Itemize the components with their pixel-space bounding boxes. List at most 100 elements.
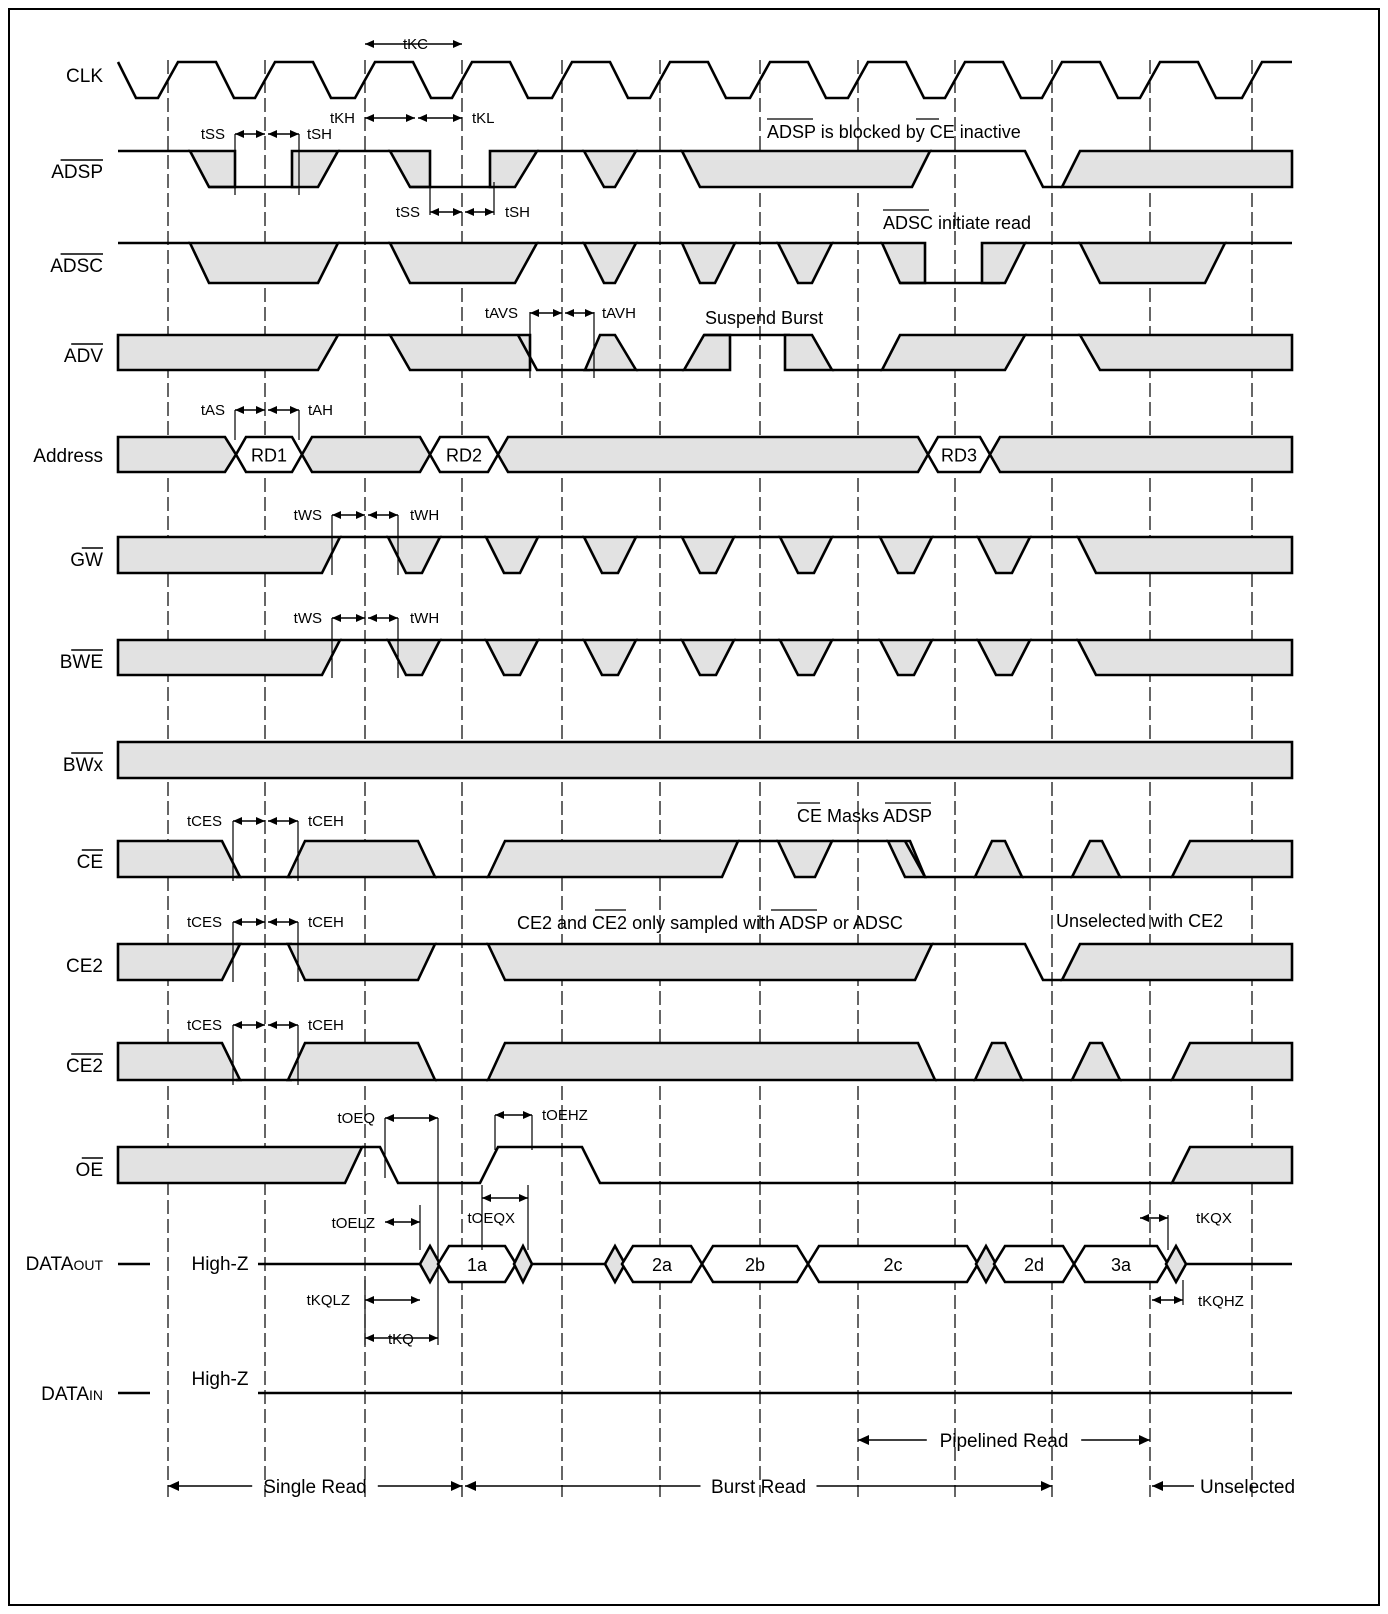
signal-label-oe: OE — [76, 1160, 103, 1181]
ce2b-f2 — [285, 1041, 438, 1082]
arrow-tkqlz — [365, 1296, 420, 1304]
arrow-tceh-0 — [268, 817, 298, 825]
adv-f2 — [387, 333, 532, 372]
timing-tws-2: tWS — [294, 610, 322, 627]
timing-tws-1: tWS — [294, 507, 322, 524]
arrow-tkl — [418, 114, 462, 122]
timing-tceh-ce: tCEH — [308, 813, 344, 830]
timing-toelz: tOELZ — [332, 1215, 375, 1232]
bwx-dc — [116, 740, 1294, 780]
ce-f7 — [1069, 839, 1123, 879]
arrow-twh1-head-l — [368, 511, 377, 519]
timing-toehz: tOEHZ — [542, 1107, 588, 1124]
ce2-f4 — [1059, 942, 1294, 982]
ce-f5 — [885, 839, 927, 879]
arrow-toeqx-head-l — [482, 1194, 491, 1202]
oe-trace — [362, 1145, 1172, 1185]
dout-x2 — [512, 1243, 534, 1285]
timing-tss-2: tSS — [396, 204, 420, 221]
addr-dc3 — [496, 435, 930, 474]
arrow-tavh-head-l — [565, 309, 574, 317]
timing-tkqlz: tKQLZ — [307, 1292, 350, 1309]
arrow-tah-head-r — [290, 406, 299, 414]
timing-tces-ce2b: tCES — [187, 1017, 222, 1034]
arrow-tsh2-head-l — [465, 208, 474, 216]
annotation-ce2-sampled: CE2 and CE2 only sampled with ADSP or AD… — [517, 913, 903, 933]
bwe-f0 — [116, 638, 343, 677]
gw-pulse-4 — [777, 535, 835, 575]
waveforms: RD1 RD2 RD3 1a 2a 2b 2c 2d 3a High-Z High-Z — [116, 60, 1294, 1395]
data-out-high-z: High-Z — [191, 1254, 248, 1275]
signal-label-base: DATA — [26, 1254, 74, 1275]
phase-single-read-label: Single Read — [263, 1477, 367, 1498]
adv-wave — [116, 333, 1294, 372]
arrow-tkqhz — [1152, 1296, 1183, 1304]
arrow-twh2 — [368, 614, 398, 622]
arrow-tkqx — [1140, 1214, 1168, 1222]
arrow-tss2-head-l — [430, 208, 439, 216]
annotation-adsc-initiate: ADSC initiate read — [883, 213, 1031, 233]
signal-label-din: DATAIN — [41, 1384, 103, 1405]
data-out-value-1a: 1a — [467, 1255, 488, 1275]
arrow-tkc-head-r — [453, 40, 462, 48]
timing-tah: tAH — [308, 402, 333, 419]
arrow-tceh-0-head-r — [289, 817, 298, 825]
arrow-tceh-1-head-r — [289, 918, 298, 926]
ce2b-f4 — [972, 1041, 1025, 1082]
bwe-pulse-0 — [385, 638, 443, 677]
arrow-tkq-head-l — [365, 1334, 374, 1342]
signal-label-addr: Address — [33, 446, 103, 467]
gw-f0 — [116, 535, 343, 575]
signal-label-base: DATA — [41, 1384, 89, 1405]
timing-tss-1: tSS — [201, 126, 225, 143]
arrow-tss1-head-l — [235, 130, 244, 138]
annotations: tKC tKH tKL tSS tSH tSS tSH tAVS tAVH tAS tAH tWS tW… — [168, 36, 1295, 1498]
ce-f4 — [775, 839, 835, 879]
adsc-f3 — [581, 241, 639, 285]
arrow-tceh-2-head-l — [268, 1021, 277, 1029]
ce2-f2 — [285, 942, 438, 982]
adv-low — [516, 334, 590, 372]
ce2-f3 — [485, 942, 935, 982]
signal-label-adsp: ADSP — [51, 162, 103, 183]
arrow-toeq-head-r — [429, 1114, 438, 1122]
data-out-value-2b: 2b — [745, 1255, 765, 1275]
phase-unselected: Unselected — [1152, 1477, 1295, 1498]
ce-f6 — [972, 839, 1025, 879]
arrow-tss1-head-r — [256, 130, 265, 138]
arrow-twh2-head-l — [368, 614, 377, 622]
arrow-tkh — [365, 114, 415, 122]
timing-tas: tAS — [201, 402, 225, 419]
timing-tceh-ce2: tCEH — [308, 914, 344, 931]
arrow-toeq-head-l — [385, 1114, 394, 1122]
bwe-pulse-5 — [877, 638, 935, 677]
gw-pulse-2 — [581, 535, 639, 575]
adsc-f5 — [775, 241, 835, 285]
arrow-tkl-head-r — [453, 114, 462, 122]
adsp-f2 — [290, 149, 341, 189]
gw-pulse-6 — [975, 535, 1033, 575]
signal-label-bwe: BWE — [60, 652, 103, 673]
arrow-toehz — [495, 1111, 532, 1119]
annotation-unselected-ce2: Unselected with CE2 — [1056, 911, 1223, 931]
arrow-tavs-head-l — [530, 309, 539, 317]
gw-pulse-1 — [483, 535, 541, 575]
ce-f3 — [485, 839, 741, 879]
arrow-tavh-head-r — [585, 309, 594, 317]
arrow-tavs — [530, 309, 562, 317]
adsc-f4 — [679, 241, 738, 285]
signal-label-clk: CLK — [66, 66, 103, 87]
signal-label-ce: CE — [77, 852, 103, 873]
annotation-suspend-burst: Suspend Burst — [705, 308, 823, 328]
signal-label-gw: GW — [70, 550, 103, 571]
timing-twh-2: tWH — [410, 610, 439, 627]
ce2-wave — [116, 942, 1294, 982]
ce-f1 — [116, 839, 243, 879]
arrow-tsh2 — [465, 208, 494, 216]
arrow-toehz-head-l — [495, 1111, 504, 1119]
timing-tces-ce: tCES — [187, 813, 222, 830]
gw-pulse-5 — [877, 535, 935, 575]
phase-burst-read-head-l — [465, 1481, 476, 1491]
arrow-tws2 — [332, 614, 365, 622]
